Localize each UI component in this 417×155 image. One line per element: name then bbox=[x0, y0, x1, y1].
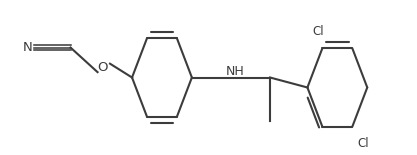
Text: Cl: Cl bbox=[312, 25, 324, 38]
Text: N: N bbox=[23, 41, 33, 54]
Text: O: O bbox=[97, 61, 108, 74]
Text: NH: NH bbox=[226, 65, 245, 78]
Text: Cl: Cl bbox=[357, 137, 369, 150]
